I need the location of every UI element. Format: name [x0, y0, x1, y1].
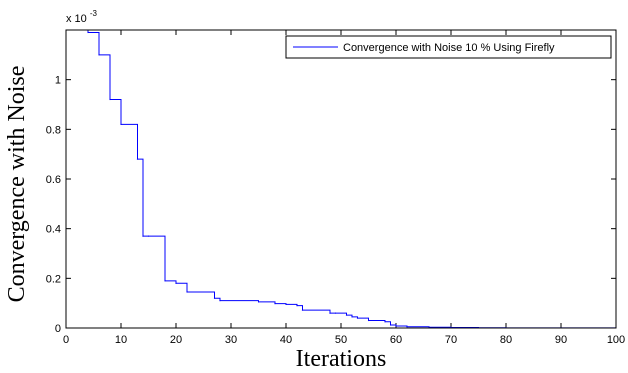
series-point [257, 301, 260, 303]
x-tick-label: 90 [555, 334, 567, 346]
x-tick-label: 20 [170, 334, 182, 346]
x-tick-label: 60 [390, 334, 402, 346]
series-point [147, 235, 150, 237]
series-point [142, 235, 144, 237]
y-multiplier-base: x 10 [66, 13, 87, 25]
x-axis-title: Iterations [296, 346, 387, 372]
series-point [219, 300, 221, 302]
x-tick-label: 80 [500, 334, 512, 346]
y-multiplier-label: x 10 -3 [66, 9, 98, 25]
y-tick-label: 0.4 [46, 224, 61, 236]
legend: Convergence with Noise 10 % Using Firefl… [285, 35, 612, 59]
series-point [175, 282, 177, 284]
series-point [301, 309, 304, 311]
y-tick-label: 1 [55, 75, 61, 87]
series-point [345, 314, 348, 316]
series-point [285, 303, 287, 306]
series-point [329, 312, 331, 314]
series-point [334, 312, 337, 314]
x-tick-label: 40 [280, 334, 292, 346]
series-point [213, 297, 216, 299]
series-point [164, 280, 166, 282]
y-axis-title: Convergence with Noise [4, 66, 30, 303]
series-point [384, 321, 386, 323]
series-point [186, 291, 188, 293]
legend-box [285, 35, 612, 59]
plot-frame [65, 29, 617, 329]
series-point [87, 31, 89, 34]
series-point [367, 319, 370, 322]
series-point [120, 123, 122, 125]
x-tick-label: 50 [335, 334, 347, 346]
x-tick-label: 10 [115, 334, 127, 346]
plot-area [66, 30, 616, 328]
series-point [136, 158, 139, 160]
series-point [406, 326, 408, 328]
series-point [109, 98, 111, 101]
y-tick-label: 0.8 [46, 124, 61, 136]
series-point [296, 305, 298, 307]
series-point [389, 324, 392, 326]
series-point [98, 54, 100, 56]
series-point [351, 316, 353, 318]
y-tick-label: 0.2 [46, 273, 61, 285]
y-multiplier-exponent: -3 [90, 9, 98, 18]
x-tick-label: 0 [63, 334, 69, 346]
x-tick-label: 70 [445, 334, 457, 346]
series-point [356, 317, 359, 319]
series-point [395, 325, 397, 327]
x-tick-label: 100 [607, 334, 625, 346]
x-tick-label: 30 [225, 334, 237, 346]
series-point [274, 303, 276, 305]
tick-labels: 0 10 20 30 40 50 60 70 80 90 100 0 0.2 0.4 0.6 0.8 1 [46, 75, 625, 346]
legend-entry-label: Convergence with Noise 10 % Using Firefl… [343, 42, 555, 54]
y-tick-label: 0.6 [46, 174, 61, 186]
y-tick-label: 0 [55, 323, 61, 335]
